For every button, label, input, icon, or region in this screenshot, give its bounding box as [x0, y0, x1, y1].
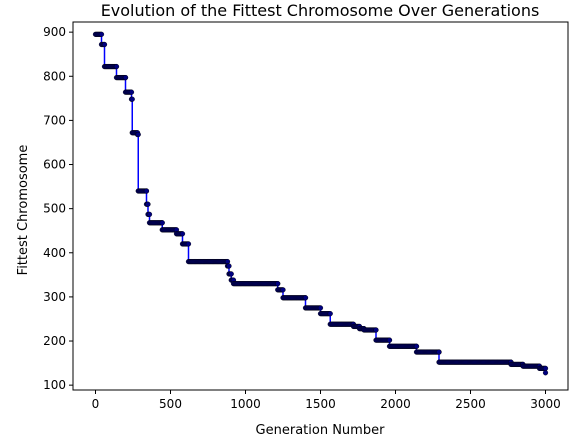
data-point	[280, 287, 286, 293]
data-point	[373, 327, 379, 333]
data-point	[275, 281, 281, 287]
x-tick-label: 0	[92, 397, 100, 411]
y-tick-label: 600	[43, 158, 66, 172]
y-tick-label: 300	[43, 290, 66, 304]
series-group	[92, 31, 549, 376]
y-tick-label: 500	[43, 202, 66, 216]
x-tick-label: 1000	[230, 397, 261, 411]
chart-title: Evolution of the Fittest Chromosome Over…	[101, 1, 540, 20]
data-point	[302, 295, 309, 301]
data-point	[386, 337, 393, 343]
x-tick-label: 2000	[380, 397, 411, 411]
data-point	[542, 365, 549, 371]
x-axis-ticks: 0 500 1000 1500 2000 2500 3000	[92, 390, 561, 411]
data-point	[145, 201, 151, 207]
x-tick-label: 2500	[455, 397, 486, 411]
data-point	[226, 263, 232, 269]
data-point	[113, 63, 120, 70]
x-axis-label: Generation Number	[256, 423, 386, 438]
data-point	[98, 31, 105, 37]
y-tick-label: 700	[43, 113, 66, 127]
y-axis-label: Fittest Chromosome	[16, 145, 31, 276]
y-tick-label: 800	[43, 69, 66, 83]
data-point	[317, 305, 324, 311]
data-point	[128, 89, 135, 95]
x-tick-label: 1500	[305, 397, 336, 411]
data-point	[101, 41, 108, 48]
data-point	[159, 220, 165, 226]
data-point	[185, 241, 192, 247]
x-tick-label: 500	[159, 397, 182, 411]
data-point	[143, 188, 150, 194]
y-tick-label: 200	[43, 334, 66, 348]
data-point	[542, 370, 549, 376]
x-tick-label: 3000	[530, 397, 561, 411]
data-point	[122, 74, 129, 81]
y-tick-label: 900	[43, 25, 66, 39]
data-point	[228, 271, 234, 277]
data-point	[146, 211, 153, 217]
data-point	[135, 131, 141, 138]
data-point	[436, 349, 442, 355]
data-point	[129, 96, 135, 102]
data-point	[413, 343, 420, 349]
data-point	[224, 259, 231, 265]
y-tick-label: 400	[43, 246, 66, 260]
y-axis-ticks: 100 200 300 400 500 600 700 800 900	[43, 25, 73, 392]
y-tick-label: 100	[43, 378, 66, 392]
data-point	[179, 231, 186, 237]
data-point	[327, 311, 333, 317]
